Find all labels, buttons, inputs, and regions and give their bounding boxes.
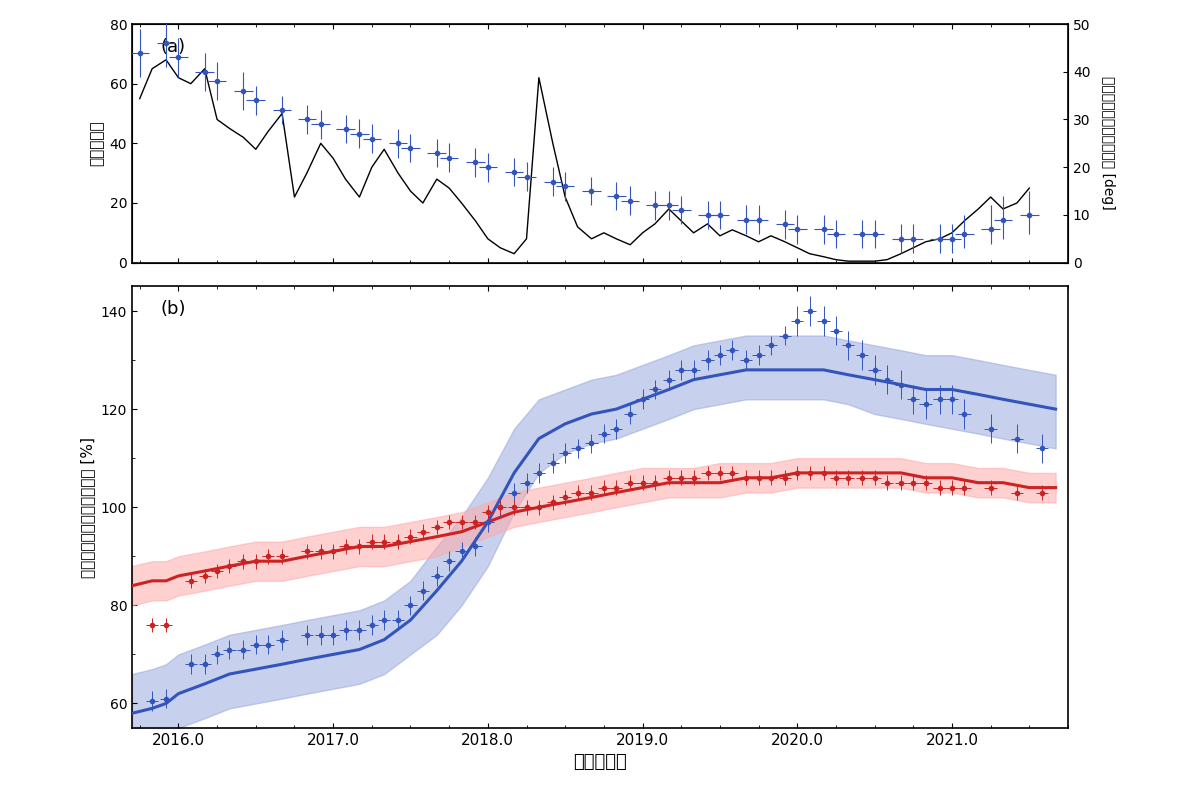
X-axis label: 年（西暦）: 年（西暦） <box>574 754 626 771</box>
Y-axis label: 太陽黒点数: 太陽黒点数 <box>89 121 104 166</box>
Text: (b): (b) <box>160 300 186 318</box>
Y-axis label: 宇宙線陽子・電子の変動率 [%]: 宇宙線陽子・電子の変動率 [%] <box>80 437 95 578</box>
Text: (a): (a) <box>160 38 185 56</box>
Y-axis label: カレントシートの傾き角 [deg]: カレントシートの傾き角 [deg] <box>1102 77 1116 210</box>
